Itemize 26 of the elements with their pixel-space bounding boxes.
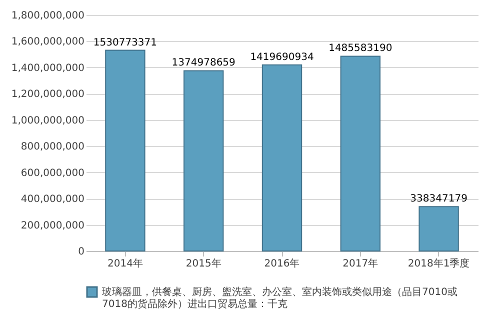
y-tick-label: 1,200,000,000 bbox=[11, 89, 84, 100]
bar bbox=[105, 50, 146, 252]
y-tick-label: 400,000,000 bbox=[20, 194, 84, 206]
y-tick-label: 600,000,000 bbox=[20, 168, 84, 179]
y-tick-label: 1,800,000,000 bbox=[11, 10, 84, 22]
x-tick-label: 2018年1季度 bbox=[408, 258, 470, 270]
y-tick-label: 1,400,000,000 bbox=[11, 62, 84, 74]
x-tick-label: 2017年 bbox=[342, 258, 378, 270]
bar bbox=[184, 70, 224, 252]
bar bbox=[340, 56, 380, 252]
x-tick-label: 2014年 bbox=[107, 258, 143, 270]
y-tick-label: 200,000,000 bbox=[20, 220, 84, 232]
x-tick-label: 2016年 bbox=[264, 258, 300, 270]
data-label: 1485583190 bbox=[328, 43, 392, 54]
y-tick-label: 800,000,000 bbox=[20, 142, 84, 153]
data-label: 1374978659 bbox=[172, 58, 236, 69]
bar bbox=[418, 206, 459, 252]
bar bbox=[262, 64, 302, 252]
data-label: 338347179 bbox=[410, 194, 468, 205]
data-label: 1530773371 bbox=[93, 37, 158, 48]
data-label: 1419690934 bbox=[250, 52, 314, 63]
y-tick-label: 1,000,000,000 bbox=[11, 115, 84, 126]
y-tick-label: 1,600,000,000 bbox=[11, 36, 84, 48]
legend-label: 玻璃器皿，供餐桌、厨房、盥洗室、办公室、室内装饰或类似用途（品目7010或7018的货品除外）进出口贸易总量：千克 bbox=[102, 286, 458, 310]
y-tick-label: 0 bbox=[78, 246, 84, 258]
x-tick-label: 2015年 bbox=[186, 258, 222, 270]
